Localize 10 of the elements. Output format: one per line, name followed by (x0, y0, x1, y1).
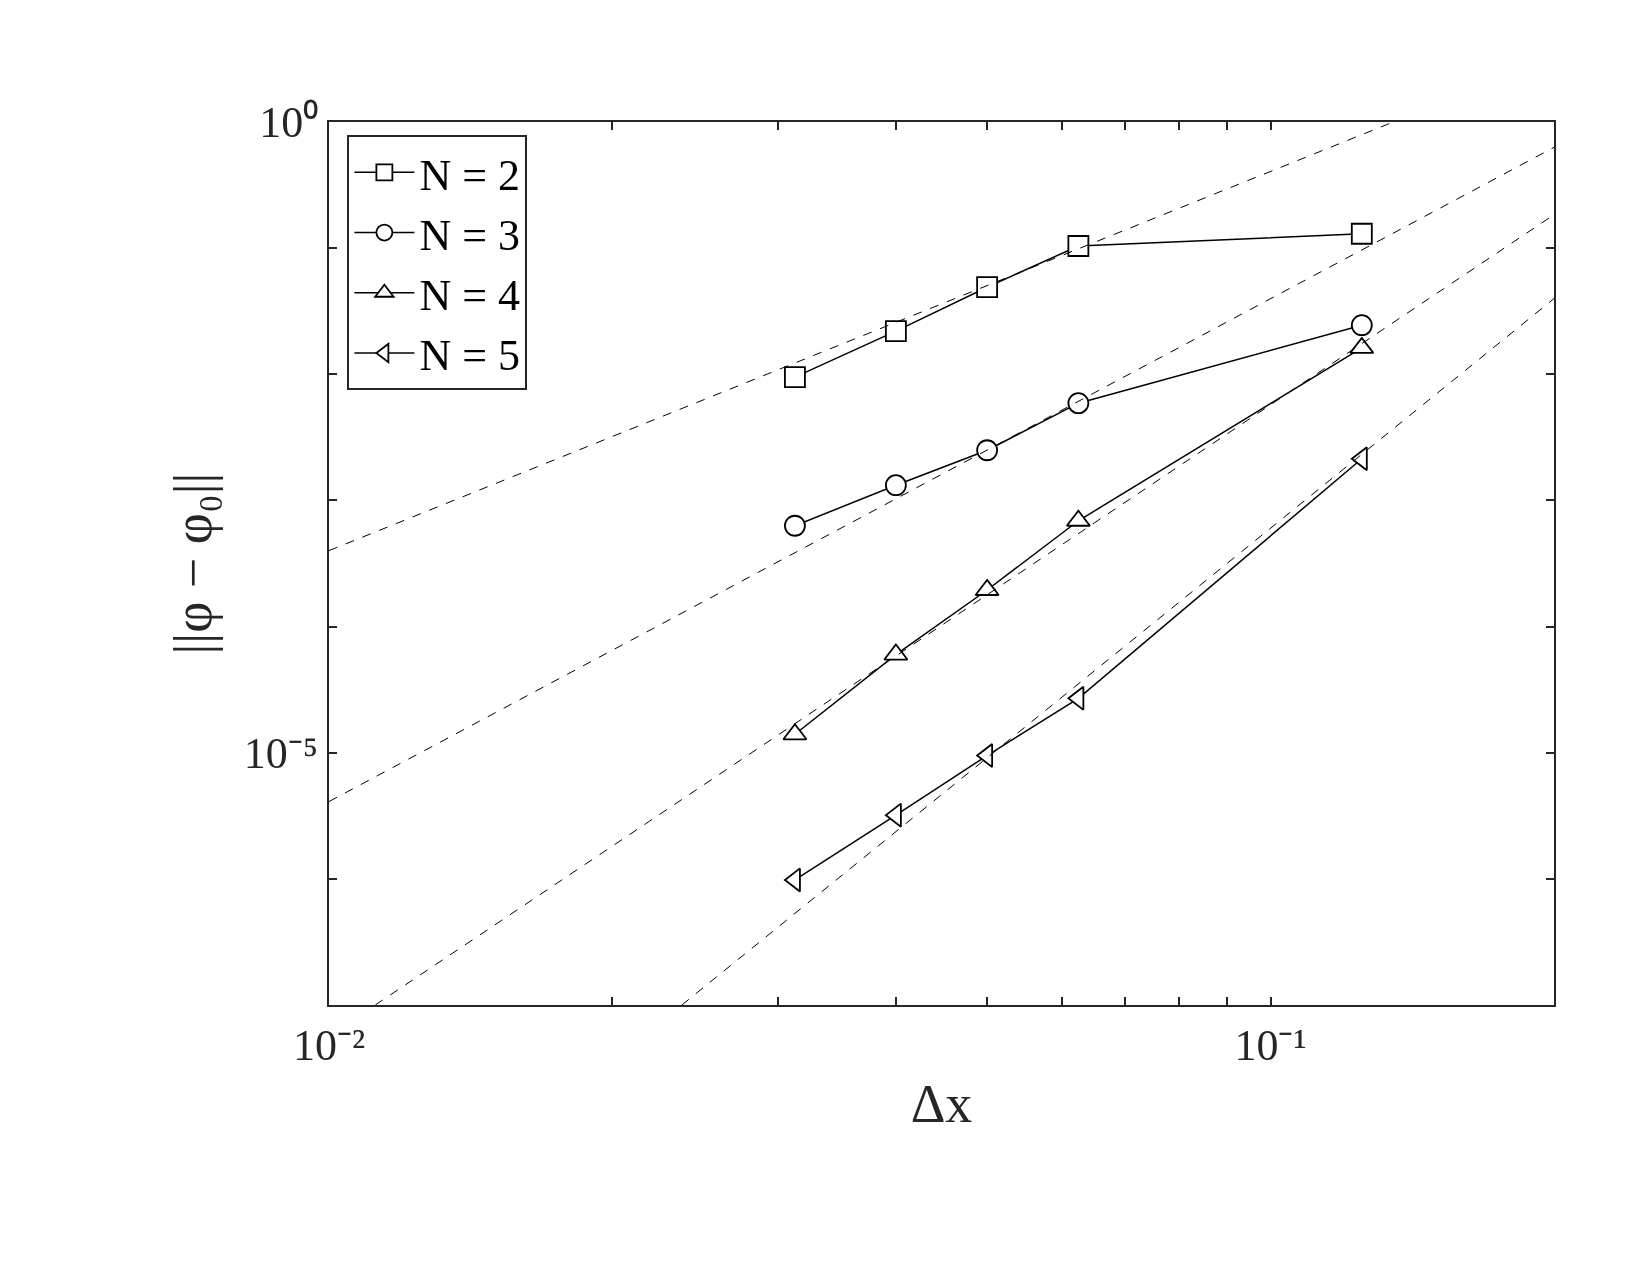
legend-label: N = 3 (419, 210, 520, 260)
y-tick-label: 10⁰ (259, 98, 319, 148)
x-tick-label: 10⁻² (292, 1020, 366, 1070)
y-tick-label: 10⁻⁵ (243, 729, 319, 779)
x-axis-title: Δx (910, 1073, 973, 1134)
x-tick-label: 10⁻¹ (1234, 1020, 1307, 1070)
legend-label: N = 2 (419, 150, 520, 200)
legend-label: N = 5 (419, 331, 520, 381)
y-axis-title: ||φ − φ₀|| (162, 472, 223, 655)
legend-label: N = 4 (419, 270, 520, 320)
